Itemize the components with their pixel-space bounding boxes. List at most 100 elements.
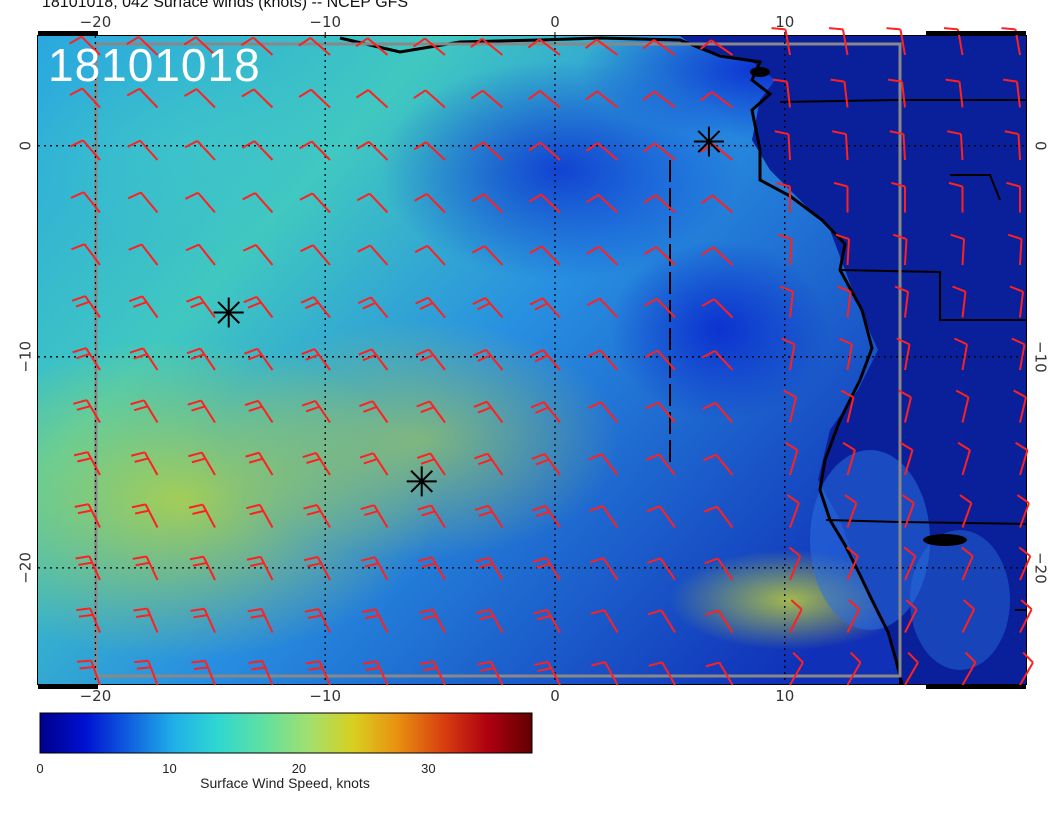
wind-barb xyxy=(71,295,101,319)
wind-barb xyxy=(1007,233,1023,266)
wind-barb xyxy=(588,453,619,476)
wind-barb xyxy=(585,38,619,56)
wind-barb xyxy=(892,233,908,266)
wind-barb xyxy=(842,441,856,476)
wind-barb xyxy=(703,505,734,529)
lat-tick-label-right: −10 xyxy=(1032,341,1050,373)
wind-barb xyxy=(837,285,852,318)
wind-barb xyxy=(901,494,915,528)
lon-tick-label-top: −20 xyxy=(80,13,112,31)
wind-barbs xyxy=(68,27,1034,686)
wind-barb xyxy=(776,181,791,213)
wind-barb xyxy=(183,36,216,56)
wind-barb xyxy=(785,441,799,476)
wind-barb xyxy=(1002,78,1021,108)
lon-tick-label-bottom: 10 xyxy=(775,687,794,705)
wind-barb xyxy=(1009,285,1025,318)
wind-barb xyxy=(471,141,504,161)
colorbar-tick-label: 10 xyxy=(162,761,176,776)
wind-barb xyxy=(788,546,802,581)
wind-barb xyxy=(642,39,676,56)
wind-barb xyxy=(789,599,803,633)
wind-barb xyxy=(471,193,504,214)
wind-barb xyxy=(528,193,561,214)
wind-barb xyxy=(586,245,619,266)
wind-barb xyxy=(898,389,912,423)
wind-barb xyxy=(705,661,734,686)
wind-barb xyxy=(418,556,446,581)
wind-barb xyxy=(779,285,795,318)
wind-barb xyxy=(360,504,389,529)
wind-barb xyxy=(412,37,446,56)
wind-barb xyxy=(643,246,676,266)
wind-barb xyxy=(700,194,734,214)
wind-barb xyxy=(904,599,918,633)
wind-barb xyxy=(961,651,977,686)
wind-barb xyxy=(783,389,797,423)
wind-barb xyxy=(474,452,504,476)
wind-barb xyxy=(298,37,331,56)
colorbar-label: Surface Wind Speed, knots xyxy=(200,775,370,791)
island xyxy=(750,67,770,77)
wind-barb xyxy=(644,297,676,319)
wind-barb xyxy=(302,452,331,476)
wind-barb xyxy=(415,296,446,319)
wind-barb xyxy=(699,39,734,56)
wind-barb xyxy=(474,504,504,529)
wind-barb xyxy=(953,337,968,371)
wind-barb xyxy=(188,451,216,476)
wind-barb xyxy=(185,243,216,266)
wind-barb xyxy=(73,399,101,424)
wind-barb xyxy=(959,494,973,528)
wind-barb xyxy=(127,139,159,161)
wind-barb xyxy=(904,651,919,686)
wind-barb xyxy=(188,503,216,528)
wind-barb xyxy=(247,607,274,633)
wind-barb xyxy=(903,546,917,581)
wind-barb xyxy=(531,504,561,529)
wind-barb xyxy=(475,556,504,581)
wind-barb xyxy=(704,557,734,581)
wind-barb xyxy=(647,609,676,634)
wind-barb xyxy=(786,494,800,528)
wind-barb xyxy=(957,441,971,476)
wind-barb xyxy=(900,441,914,476)
wind-barb xyxy=(357,244,389,266)
wind-barb xyxy=(1004,130,1021,161)
wind-barb xyxy=(586,193,619,214)
wind-barb xyxy=(529,297,561,319)
wind-barb xyxy=(73,451,101,476)
date-label: 18101018 xyxy=(48,39,261,91)
wind-barb xyxy=(527,38,561,56)
wind-barb xyxy=(127,191,159,214)
wind-barb xyxy=(303,556,331,581)
wind-barb xyxy=(356,192,389,214)
wind-barb xyxy=(299,192,331,214)
wind-barb xyxy=(187,399,216,424)
wind-barb xyxy=(835,233,851,266)
wind-barb xyxy=(189,555,216,581)
wind-barb xyxy=(246,555,274,581)
wind-barb xyxy=(1015,441,1029,476)
wind-barb xyxy=(777,233,793,266)
wind-barb xyxy=(470,89,504,109)
wind-barb xyxy=(840,389,855,423)
colorbar-tick-label: 0 xyxy=(36,761,43,776)
wind-barb xyxy=(952,285,967,318)
wind-barb xyxy=(357,296,389,319)
wind-barb xyxy=(846,546,859,581)
wind-barb xyxy=(470,38,504,56)
wind-barb xyxy=(355,89,389,109)
map-title: 18101018, 042 Surface winds (knots) -- N… xyxy=(42,0,409,11)
wind-barb xyxy=(646,505,676,529)
wind-barb xyxy=(184,140,216,161)
wind-barb xyxy=(889,130,906,161)
wind-barb xyxy=(894,285,910,318)
wind-barb xyxy=(362,660,389,686)
wind-barb xyxy=(642,90,676,109)
wind-speed-field xyxy=(220,320,620,560)
tick-labels: −20 −20 −10 −10 0 0 10 10 0 0 −10 −10 −20 −20 xyxy=(17,13,1050,705)
lon-tick-label-bottom: −10 xyxy=(309,687,341,705)
lon-tick-label-top: 0 xyxy=(550,13,560,31)
wind-barb xyxy=(74,503,101,528)
